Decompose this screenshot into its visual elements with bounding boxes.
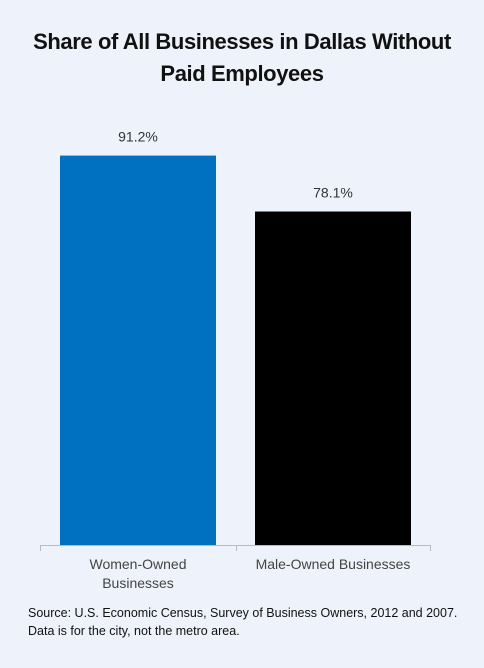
x-tick-label: Women-Owned Businesses <box>89 556 187 591</box>
source-note: Source: U.S. Economic Census, Survey of … <box>28 606 458 638</box>
value-label: 78.1% <box>313 185 353 201</box>
bar <box>60 155 216 546</box>
bar <box>255 211 411 545</box>
x-tick-label: Male-Owned Businesses <box>255 556 411 572</box>
chart-title: Share of All Businesses in Dallas Withou… <box>33 29 451 86</box>
value-label: 91.2% <box>118 129 158 145</box>
